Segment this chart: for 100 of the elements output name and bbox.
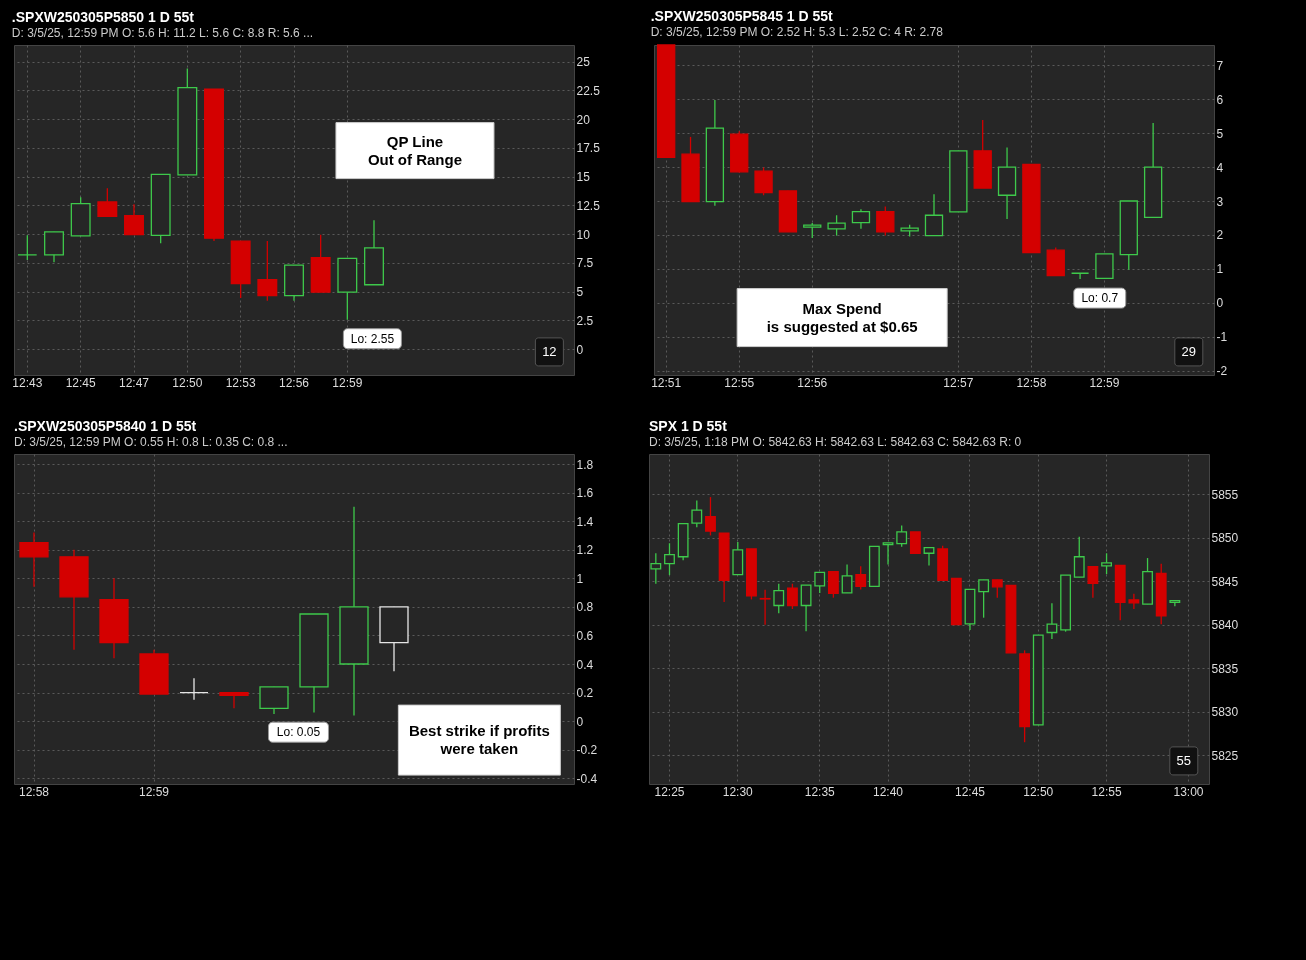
x-tick-label: 12:51 <box>651 375 682 390</box>
y-tick-label: 20 <box>576 112 591 127</box>
x-tick-label: 12:56 <box>278 375 310 390</box>
y-tick-label: 1 <box>576 571 584 586</box>
y-tick-label: 5855 <box>1211 487 1239 502</box>
candlestick <box>97 187 118 217</box>
x-tick-label: 12:43 <box>12 375 43 390</box>
candlestick <box>124 203 144 236</box>
chart-subtitle: D: 3/5/25, 1:18 PM O: 5842.63 H: 5842.63 L: 5842.63 C: 5842.63 R: 0 <box>649 435 1022 449</box>
annotation: Best strike if profits were taken <box>408 722 550 758</box>
x-tick-label: 12:55 <box>724 375 755 390</box>
annotation: 12 <box>542 343 557 359</box>
candlestick <box>827 214 846 237</box>
candlestick <box>179 677 209 701</box>
y-tick-label: 0.6 <box>576 628 594 643</box>
y-tick-label: -2 <box>1216 364 1228 379</box>
y-tick-label: 1 <box>1216 262 1224 277</box>
candlestick <box>1087 566 1099 599</box>
candlestick <box>44 231 64 263</box>
y-tick-label: 5825 <box>1211 748 1239 763</box>
y-tick-label: 0 <box>1216 296 1224 311</box>
x-tick-label: 12:59 <box>138 784 170 799</box>
y-tick-label: 17.5 <box>576 141 601 156</box>
candlestick <box>257 240 278 302</box>
x-tick-label: 12:40 <box>873 784 904 799</box>
annotation: Lo: 0.7 <box>1081 291 1119 306</box>
x-tick-label: 12:25 <box>654 784 685 799</box>
chart-title: .SPXW250305P5845 1 D 55t <box>650 8 834 25</box>
candlestick <box>896 524 908 548</box>
candlestick <box>851 208 871 230</box>
y-tick-label: -0.4 <box>576 771 598 786</box>
y-tick-label: 10 <box>576 227 591 242</box>
y-tick-label: 7.5 <box>576 256 594 271</box>
y-tick-label: 5850 <box>1211 531 1239 546</box>
x-tick-label: 13:00 <box>1173 784 1204 799</box>
candlestick <box>219 691 249 709</box>
x-tick-label: 12:55 <box>1091 784 1122 799</box>
candlestick <box>855 565 867 591</box>
y-tick-label: 5 <box>1216 126 1224 141</box>
annotation: Max Spend is suggested at $0.65 <box>766 299 918 335</box>
y-tick-label: 6 <box>1216 92 1224 107</box>
x-tick-label: 12:45 <box>954 784 986 799</box>
x-tick-label: 12:57 <box>943 375 974 390</box>
candlestick <box>1101 552 1112 575</box>
annotation: Lo: 0.05 <box>276 725 321 740</box>
y-tick-label: 0 <box>576 342 584 357</box>
x-tick-label: 12:59 <box>332 375 363 390</box>
y-tick-label: 1.4 <box>576 514 594 529</box>
candlestick <box>909 531 921 554</box>
y-tick-label: -0.2 <box>576 743 598 758</box>
x-tick-label: 12:30 <box>722 784 754 799</box>
chart-subtitle: D: 3/5/25, 12:59 PM O: 2.52 H: 5.3 L: 2.52 C: 4 R: 2.78 <box>650 25 944 40</box>
x-tick-label: 12:58 <box>18 784 50 799</box>
y-tick-label: 4 <box>1216 160 1224 175</box>
annotation: 55 <box>1176 752 1192 768</box>
candlestick <box>1128 593 1140 610</box>
y-tick-label: 5830 <box>1211 705 1239 720</box>
candlestick <box>841 563 853 594</box>
candlestick <box>773 583 785 614</box>
candlestick <box>754 166 773 196</box>
y-tick-label: 3 <box>1216 194 1224 209</box>
x-tick-label: 12:58 <box>1016 375 1047 390</box>
y-tick-label: 25 <box>576 55 591 70</box>
x-tick-label: 12:35 <box>804 784 836 799</box>
annotation: 29 <box>1181 343 1197 359</box>
x-tick-label: 12:47 <box>118 375 150 390</box>
candlestick <box>759 589 771 626</box>
annotation: QP Line Out of Range <box>367 132 463 168</box>
y-tick-label: 1.8 <box>576 457 594 472</box>
x-tick-label: 12:50 <box>1023 784 1054 799</box>
y-tick-label: 22.5 <box>576 83 601 98</box>
candlestick <box>786 583 798 610</box>
chart-title: .SPXW250305P5850 1 D 55t <box>11 9 195 25</box>
y-tick-label: 5 <box>576 285 584 300</box>
x-tick-label: 12:50 <box>172 375 203 390</box>
candlestick <box>17 234 38 261</box>
x-tick-label: 12:53 <box>225 375 257 390</box>
y-tick-label: 0 <box>576 714 584 729</box>
y-tick-label: 5840 <box>1211 618 1239 633</box>
y-tick-label: -1 <box>1216 330 1228 345</box>
x-tick-label: 12:45 <box>65 375 97 390</box>
annotation: Lo: 2.55 <box>350 331 395 346</box>
y-tick-label: 0.4 <box>576 657 594 672</box>
chart-subtitle: D: 3/5/25, 12:59 PM O: 5.6 H: 11.2 L: 5.6 C: 8.8 R: 5.6 ... <box>11 26 314 40</box>
candlestick <box>664 542 675 576</box>
y-tick-label: 5845 <box>1211 574 1239 589</box>
y-tick-label: 15 <box>576 170 591 185</box>
candlestick <box>876 205 895 237</box>
y-tick-label: 2.5 <box>576 313 594 328</box>
candlestick <box>827 570 839 599</box>
x-tick-label: 12:59 <box>1089 375 1120 390</box>
y-tick-label: 2 <box>1216 228 1224 243</box>
y-tick-label: 0.2 <box>576 686 594 701</box>
y-tick-label: 0.8 <box>576 600 594 615</box>
candlestick <box>1073 536 1085 578</box>
candlestick <box>800 584 812 632</box>
y-tick-label: 7 <box>1216 58 1224 73</box>
candlestick <box>1070 272 1090 280</box>
candlestick <box>978 579 990 619</box>
y-tick-label: 12.5 <box>576 198 601 213</box>
